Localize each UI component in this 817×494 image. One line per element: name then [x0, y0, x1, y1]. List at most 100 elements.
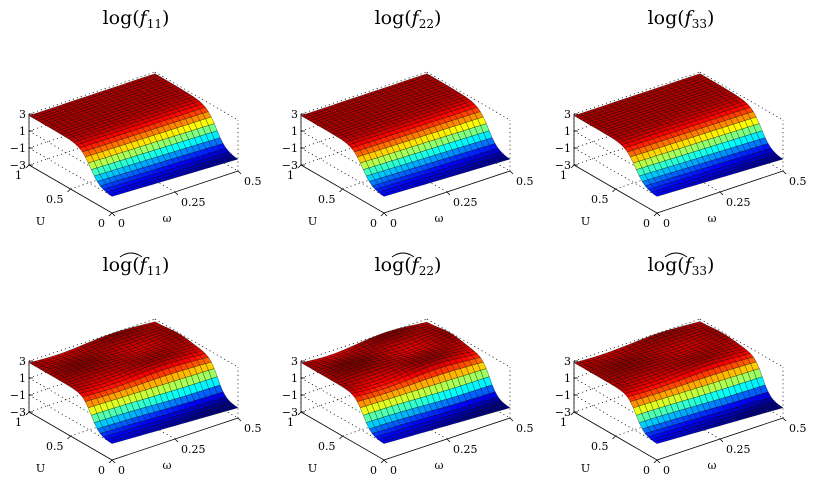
u-tick-label: 0.5 [46, 440, 64, 453]
u-tick-label: 0 [370, 464, 377, 477]
z-tick-label: −3 [555, 159, 571, 172]
z-tick-label: 3 [564, 355, 571, 368]
surface-face [773, 156, 784, 161]
hat-accent [119, 252, 143, 258]
surface-face [500, 156, 511, 161]
u-tick-label: 0 [98, 464, 105, 477]
z-tick-label: 3 [19, 108, 26, 121]
z-tick-label: 3 [19, 355, 26, 368]
omega-axis-label: ω [163, 459, 172, 472]
surface-mesh [573, 321, 784, 444]
z-tick-label: 1 [564, 372, 571, 385]
omega-axis-label: ω [435, 459, 444, 472]
z-tick-label: 3 [564, 108, 571, 121]
u-axis-label: U [36, 462, 45, 475]
surface-face [228, 156, 239, 161]
z-tick-label: −3 [10, 406, 26, 419]
z-tick-label: −3 [282, 159, 298, 172]
surface-face [773, 405, 784, 410]
u-tick-label: 0 [643, 217, 650, 230]
omega-tick-label: 0.25 [181, 443, 206, 456]
surface-mesh [300, 321, 511, 444]
u-tick-label: 0.5 [591, 193, 609, 206]
plot-title: log(f33) [648, 7, 715, 31]
omega-tick-label: 0.5 [244, 422, 262, 435]
u-tick-label: 1 [15, 416, 22, 429]
u-tick-label: 0.5 [46, 193, 64, 206]
omega-axis-label: ω [163, 212, 172, 225]
plot-title: log(f22) [375, 7, 442, 31]
u-axis-label: U [36, 215, 45, 228]
surface-mesh [300, 73, 511, 197]
u-tick-label: 1 [15, 169, 22, 182]
omega-axis-label: ω [708, 459, 717, 472]
u-axis-label: U [581, 215, 590, 228]
z-tick-label: −3 [282, 406, 298, 419]
z-tick-label: 3 [291, 355, 298, 368]
z-tick-label: 1 [291, 125, 298, 138]
u-axis-label: U [581, 462, 590, 475]
plot-title: log(f11) [103, 7, 170, 31]
surface-mesh [573, 73, 784, 197]
u-tick-label: 0 [370, 217, 377, 230]
u-tick-label: 0 [643, 464, 650, 477]
u-axis-label: U [308, 215, 317, 228]
omega-tick-label: 0.5 [244, 175, 262, 188]
z-tick-label: −1 [282, 389, 298, 402]
z-tick-label: −1 [10, 142, 26, 155]
omega-tick-label: 0.25 [453, 443, 478, 456]
z-tick-label: −3 [10, 159, 26, 172]
surface-face [228, 405, 239, 410]
u-tick-label: 1 [560, 169, 567, 182]
u-tick-label: 1 [560, 416, 567, 429]
z-tick-label: 1 [19, 372, 26, 385]
plot-title: log(f22) [375, 254, 442, 278]
hat-accent [391, 252, 415, 258]
omega-tick-label: 0 [118, 217, 125, 230]
surface-mesh [28, 73, 239, 197]
omega-tick-label: 0.25 [726, 443, 751, 456]
u-tick-label: 0.5 [318, 440, 336, 453]
surface-face [500, 405, 511, 410]
omega-tick-label: 0.5 [789, 175, 807, 188]
plot-title: log(f33) [648, 254, 715, 278]
omega-tick-label: 0.5 [516, 422, 534, 435]
omega-tick-label: 0 [663, 217, 670, 230]
z-tick-label: 3 [291, 108, 298, 121]
u-tick-label: 1 [287, 169, 294, 182]
u-tick-label: 0.5 [591, 440, 609, 453]
omega-tick-label: 0 [390, 217, 397, 230]
surface-mesh [28, 321, 239, 444]
omega-tick-label: 0.25 [726, 196, 751, 209]
omega-tick-label: 0.25 [181, 196, 206, 209]
omega-axis-label: ω [708, 212, 717, 225]
u-tick-label: 0 [98, 217, 105, 230]
omega-tick-label: 0 [390, 464, 397, 477]
z-tick-label: 1 [291, 372, 298, 385]
omega-tick-label: 0 [118, 464, 125, 477]
u-tick-label: 0.5 [318, 193, 336, 206]
omega-tick-label: 0 [663, 464, 670, 477]
omega-tick-label: 0.5 [789, 422, 807, 435]
omega-tick-label: 0.25 [453, 196, 478, 209]
z-tick-label: −1 [10, 389, 26, 402]
plot-title: log(f11) [103, 254, 170, 278]
hat-accent [664, 252, 688, 258]
z-tick-label: −3 [555, 406, 571, 419]
z-tick-label: −1 [282, 142, 298, 155]
z-tick-label: −1 [555, 389, 571, 402]
omega-tick-label: 0.5 [516, 175, 534, 188]
u-tick-label: 1 [287, 416, 294, 429]
